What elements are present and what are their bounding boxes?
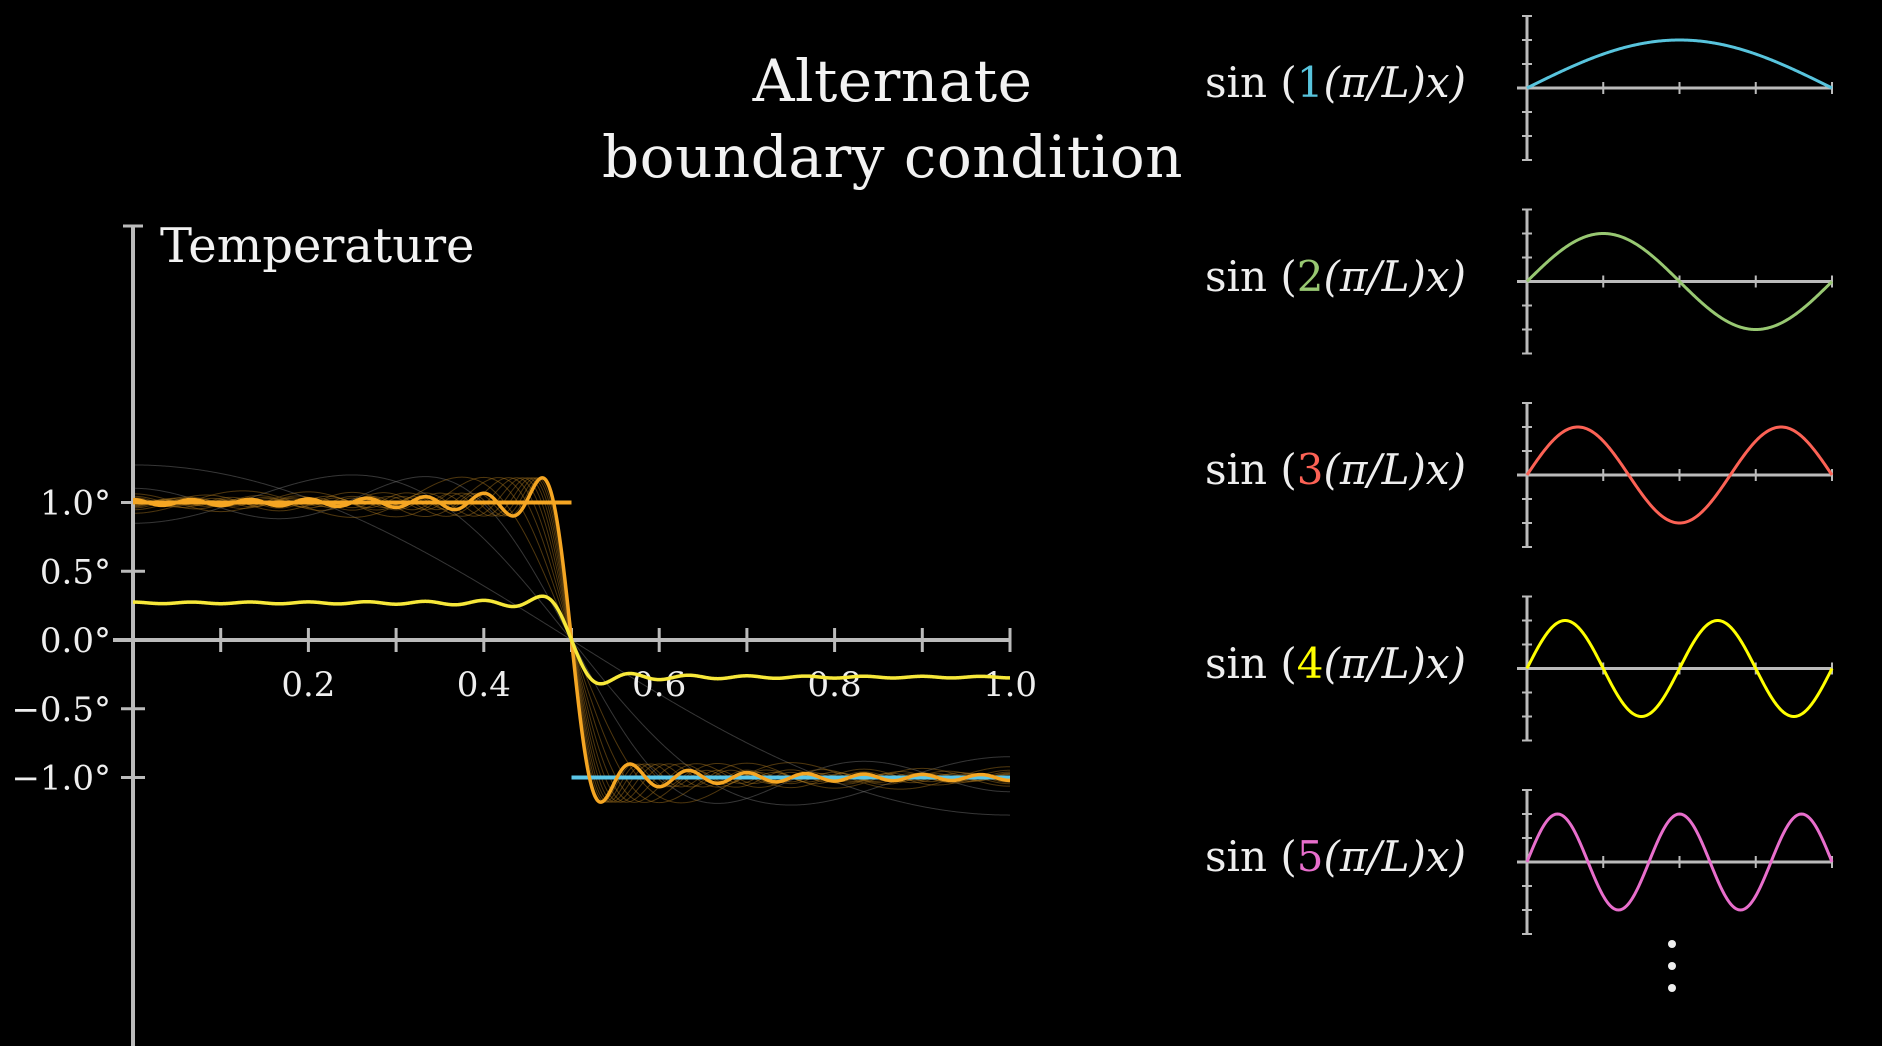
formula-mode-number: 3	[1296, 445, 1324, 494]
temperature-chart: 0.2 0.4 0.6 0.8 1.0 1.0° 0.5° 0.0° −0.5° −1.0° Tem…	[11, 218, 1037, 1046]
continuation-dots	[1668, 940, 1680, 1006]
mode-curve-5	[1525, 812, 1834, 912]
mode-panel-3	[1517, 402, 1834, 548]
mode-formula-3: sin (3(π/L)x)	[1205, 445, 1466, 494]
y-tick-label: 0.0°	[40, 621, 111, 661]
formula-prefix: sin (	[1205, 638, 1297, 688]
x-tick-label: 0.6	[632, 665, 686, 705]
mode-curve-4	[1525, 619, 1834, 718]
mode-curve-3	[1525, 425, 1834, 525]
y-tick-label: 0.5°	[40, 552, 111, 592]
formula-prefix: sin (	[1205, 251, 1297, 301]
formula-mode-number: 5	[1296, 832, 1324, 881]
mode-formula-5: sin (5(π/L)x)	[1205, 832, 1466, 881]
formula-prefix: sin (	[1205, 445, 1297, 494]
mode-formula-4: sin (4(π/L)x)	[1205, 639, 1466, 688]
x-tick-label: 0.2	[281, 665, 335, 705]
formula-prefix: sin (	[1205, 58, 1297, 107]
formula-suffix: (π/L)x)	[1323, 445, 1467, 494]
mode-panel-2	[1517, 208, 1834, 355]
formula-prefix: sin (	[1205, 832, 1297, 881]
mode-formula-2: sin (2(π/L)x)	[1205, 252, 1466, 301]
sine-mode-panels	[1517, 15, 1834, 935]
mode-formula-1: sin (1(π/L)x)	[1205, 58, 1466, 107]
x-tick-label: 1.0	[983, 665, 1037, 705]
x-tick-label: 0.4	[457, 665, 511, 705]
formula-mode-number: 2	[1296, 251, 1324, 301]
formula-suffix: (π/L)x)	[1323, 638, 1467, 688]
y-tick-label: 1.0°	[40, 484, 111, 524]
mode-panel-4	[1517, 595, 1834, 742]
y-axis-label: Temperature	[160, 218, 474, 274]
scaled-partial-sum-curve	[133, 594, 1010, 686]
mode-curve-1	[1526, 38, 1833, 90]
y-tick-label: −0.5°	[11, 690, 111, 730]
formula-suffix: (π/L)x)	[1323, 832, 1467, 881]
title-line-1: Alternate	[752, 47, 1033, 115]
mode-curve-2	[1525, 231, 1834, 332]
mode-panel-1	[1517, 15, 1833, 161]
x-tick-label: 0.8	[808, 665, 862, 705]
formula-suffix: (π/L)x)	[1323, 58, 1467, 107]
title-line-2: boundary condition	[602, 123, 1183, 191]
formula-mode-number: 4	[1296, 638, 1324, 688]
mode-panel-5	[1517, 789, 1834, 935]
y-tick-label: −1.0°	[11, 759, 111, 799]
formula-suffix: (π/L)x)	[1323, 251, 1467, 301]
formula-mode-number: 1	[1296, 58, 1324, 107]
